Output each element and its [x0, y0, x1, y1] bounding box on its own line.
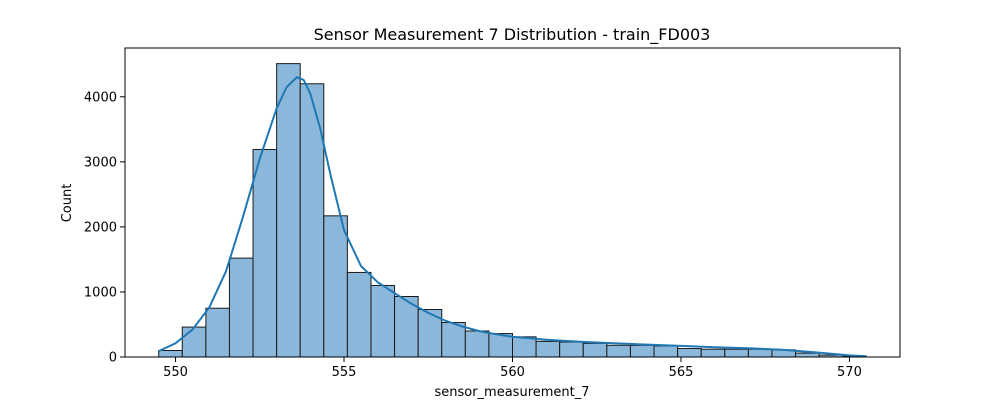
histogram-bar-15 — [512, 336, 537, 358]
y-axis: 0 1000 2000 3000 4000 — [84, 90, 125, 366]
histogram-bar-0 — [158, 349, 183, 358]
histogram-bar-5 — [276, 63, 301, 358]
x-tick-label-550: 550 — [163, 365, 188, 380]
x-tick-label-560: 560 — [500, 365, 525, 380]
histogram-bar-13 — [464, 330, 490, 358]
histogram-bar-3 — [228, 257, 254, 358]
bars-group — [158, 63, 867, 358]
histogram-bar-16 — [535, 340, 561, 358]
histogram-bar-24 — [724, 348, 749, 358]
histogram-bar-17 — [559, 341, 584, 358]
histogram-bar-27 — [795, 352, 820, 358]
histogram-bar-2 — [205, 307, 230, 358]
histogram-bar-12 — [441, 322, 466, 358]
histogram-bar-25 — [747, 348, 773, 358]
histogram-bar-19 — [606, 344, 631, 358]
histogram-bar-8 — [346, 271, 372, 358]
x-axis-label: sensor_measurement_7 — [434, 385, 589, 400]
histogram-bar-6 — [299, 83, 325, 358]
histogram-bar-23 — [700, 348, 726, 358]
x-tick-label-565: 565 — [669, 365, 694, 380]
y-tick-label-0: 0 — [109, 351, 117, 366]
histogram-bar-1 — [181, 326, 207, 358]
x-axis: 550 555 560 565 570 — [163, 357, 862, 380]
y-tick-label-2000: 2000 — [84, 220, 117, 235]
histogram-bar-7 — [323, 215, 348, 358]
x-tick-label-570: 570 — [837, 365, 862, 380]
x-tick-label-555: 555 — [332, 365, 357, 380]
histogram-bar-20 — [629, 344, 655, 358]
y-axis-label: Count — [60, 184, 75, 223]
histogram-bar-4 — [252, 148, 278, 358]
histogram-bar-22 — [677, 348, 702, 358]
y-tick-label-3000: 3000 — [84, 155, 117, 170]
chart-title: Sensor Measurement 7 Distribution - trai… — [314, 25, 711, 45]
kde-curve — [158, 76, 867, 358]
histogram-bar-21 — [653, 345, 679, 358]
y-tick-label-4000: 4000 — [84, 90, 117, 105]
histogram-bar-18 — [582, 342, 608, 358]
y-tick-label-1000: 1000 — [84, 285, 117, 300]
histogram-bar-9 — [370, 284, 396, 358]
